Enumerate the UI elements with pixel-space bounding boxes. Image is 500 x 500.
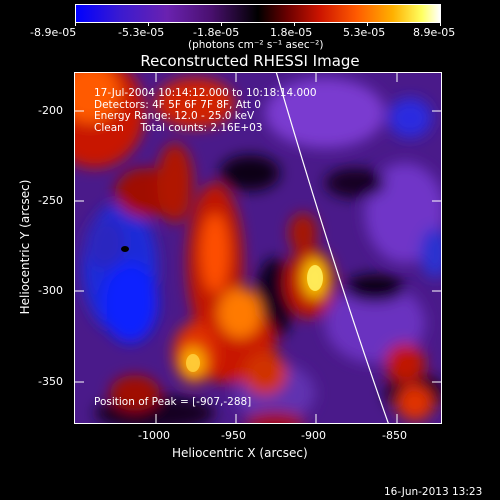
- x-tick-label: -950: [221, 429, 246, 442]
- x-axis-title: Heliocentric X (arcsec): [172, 446, 308, 460]
- clean-counts: Clean Total counts: 2.16E+03: [94, 121, 263, 134]
- colorbar-tick-label: 8.9e-05: [413, 26, 456, 39]
- colorbar-tick-label: -8.9e-05: [30, 26, 77, 39]
- y-tick-label: -300: [38, 284, 63, 297]
- colorbar-tick-label: -1.8e-05: [193, 26, 240, 39]
- plot-title: Reconstructed RHESSI Image: [140, 52, 360, 70]
- y-tick-label: -200: [38, 104, 63, 117]
- peak-position: Position of Peak = [-907,-288]: [94, 396, 252, 408]
- colorbar: [75, 4, 441, 23]
- time-range: 17-Jul-2004 10:14:12.000 to 10:18:14.000: [94, 87, 317, 99]
- plot-axes: [74, 72, 442, 424]
- x-tick-label: -900: [301, 429, 326, 442]
- y-tick-label: -350: [38, 375, 63, 388]
- colorbar-tick-label: -5.3e-05: [118, 26, 165, 39]
- colorbar-ticks: [75, 22, 441, 26]
- colorbar-units: (photons cm⁻² s⁻¹ asec⁻²): [188, 39, 324, 51]
- x-tick-label: -1000: [138, 429, 170, 442]
- colorbar-tick-label: 1.8e-05: [270, 26, 313, 39]
- rhessi-image: [75, 73, 441, 423]
- footer-timestamp: 16-Jun-2013 13:23: [384, 486, 483, 498]
- colorbar-tick-label: 5.3e-05: [343, 26, 386, 39]
- x-tick-label: -850: [382, 429, 407, 442]
- detectors: Detectors: 4F 5F 6F 7F 8F, Att 0: [94, 98, 261, 111]
- energy-range: Energy Range: 12.0 - 25.0 keV: [94, 110, 255, 122]
- info-block: 17-Jul-2004 10:14:12.000 to 10:18:14.000…: [94, 87, 317, 134]
- y-axis-title: Heliocentric Y (arcsec): [18, 179, 32, 315]
- y-tick-label: -250: [38, 194, 63, 207]
